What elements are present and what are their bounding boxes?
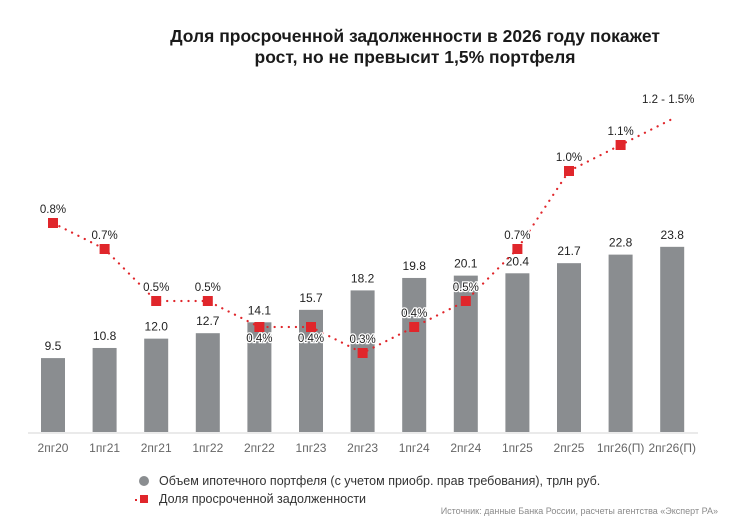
bar [144, 338, 169, 432]
line-marker [615, 140, 626, 150]
x-tick-label: 1пг25 [502, 441, 533, 455]
bar [557, 263, 581, 432]
x-tick-label: 2пг23 [347, 441, 378, 455]
x-tick-label: 2пг20 [38, 441, 69, 455]
bar [92, 347, 117, 432]
line-label: 0.5% [453, 282, 479, 294]
bar [247, 322, 272, 432]
x-tick-label: 2пг22 [244, 441, 275, 455]
bar-label: 14.1 [248, 303, 272, 317]
bar-label: 20.4 [506, 254, 530, 268]
x-tick-label: 2пг25 [554, 441, 585, 455]
line-label: 0.4% [246, 333, 272, 345]
line-marker [512, 244, 523, 254]
bar-label: 9.5 [45, 339, 62, 353]
x-tick-label: 2пг21 [141, 441, 172, 455]
line-label: 0.3% [349, 334, 375, 346]
legend-item-bars: Объем ипотечного портфеля (с учетом прио… [136, 472, 600, 490]
legend: Объем ипотечного портфеля (с учетом прио… [135, 472, 600, 508]
line-label: 1.0% [556, 152, 582, 164]
line-label: 1.1% [607, 126, 633, 138]
line-marker [254, 322, 265, 332]
bar [660, 246, 685, 432]
line-label: 0.7% [91, 230, 117, 242]
bar [505, 273, 530, 432]
title-line-1: Доля просроченной задолженности в 2026 г… [170, 26, 660, 46]
bar [41, 358, 65, 432]
line-label: 0.5% [195, 282, 221, 294]
line-marker [99, 244, 110, 254]
bar-label: 10.8 [93, 329, 117, 343]
bar [195, 333, 220, 432]
legend-circle-icon [139, 476, 149, 486]
bar-label: 21.7 [557, 244, 581, 258]
x-tick-label: 2пг24 [450, 441, 481, 455]
x-tick-label: 1пг22 [192, 441, 223, 455]
title-line-2: рост, но не превысит 1,5% портфеля [254, 47, 576, 67]
line-marker [151, 296, 162, 306]
line-label: 1.2 - 1.5% [642, 94, 694, 106]
line-marker [409, 322, 420, 332]
x-tick-label: 1пг21 [89, 441, 120, 455]
bar-label: 20.1 [454, 257, 478, 271]
line-label: 0.4% [401, 308, 427, 320]
line-label: 0.5% [143, 282, 169, 294]
bar-label: 15.7 [299, 291, 323, 305]
line-marker [202, 296, 213, 306]
line-label: 0.4% [298, 333, 324, 345]
bar [608, 254, 633, 432]
line-label: 0.7% [504, 230, 530, 242]
x-tick-label: 2пг26(П) [648, 441, 696, 455]
bar [350, 290, 375, 432]
legend-bar-label: Объем ипотечного портфеля (с учетом прио… [159, 474, 601, 488]
x-tick-label: 1пг23 [296, 441, 327, 455]
bar-label: 12.0 [145, 320, 169, 334]
line-marker [357, 348, 368, 358]
bar-label: 19.8 [403, 259, 427, 273]
bar-label: 18.2 [351, 271, 375, 285]
line-marker [48, 218, 58, 228]
x-tick-label: 1пг24 [399, 441, 430, 455]
line-label: 0.8% [40, 204, 66, 216]
bar-label: 12.7 [196, 314, 220, 328]
source-note: Источник: данные Банка России, расчеты а… [440, 506, 718, 516]
line-marker [460, 296, 471, 306]
line-marker [564, 166, 574, 176]
legend-item-line: Доля просроченной задолженности [135, 490, 600, 508]
x-tick-label: 1пг26(П) [597, 441, 645, 455]
line-marker [306, 322, 316, 332]
legend-line-label: Доля просроченной задолженности [159, 492, 367, 506]
bar [402, 277, 427, 432]
chart-title: Доля просроченной задолженности в 2026 г… [130, 26, 700, 68]
bar-label: 22.8 [609, 236, 633, 250]
bar-label: 23.8 [661, 228, 685, 242]
legend-square-icon [135, 495, 148, 503]
